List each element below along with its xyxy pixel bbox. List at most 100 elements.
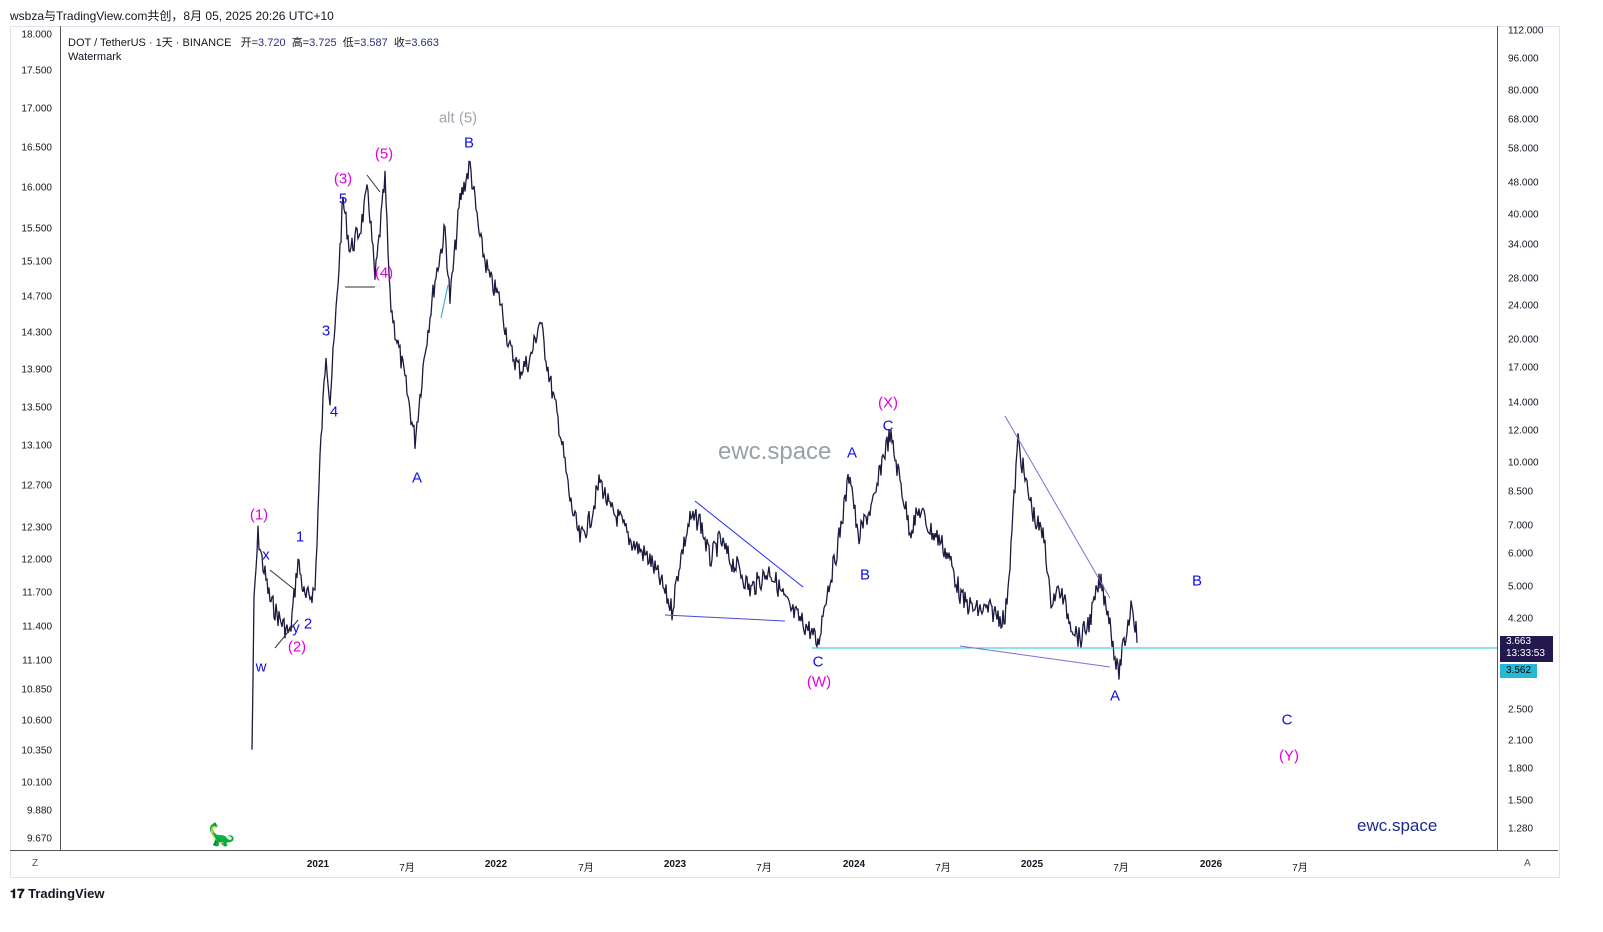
right-axis-tick: 4.200 bbox=[1508, 613, 1534, 625]
left-price-axis[interactable]: 18.000 17.500 17.000 16.500 16.000 15.500 15.1… bbox=[10, 26, 61, 850]
tv-logo-icon: 𝟏𝟕 bbox=[10, 886, 25, 901]
right-axis-tick: 40.000 bbox=[1508, 209, 1539, 221]
left-axis-tick: 18.000 bbox=[21, 29, 52, 41]
time-axis-tick: 7月 bbox=[1113, 863, 1129, 874]
time-axis-tick: 7月 bbox=[756, 863, 772, 874]
left-axis-tick: 9.670 bbox=[26, 833, 52, 845]
trend-line bbox=[664, 614, 786, 622]
left-axis-tick: 13.500 bbox=[21, 402, 52, 414]
wave-label[interactable]: 4 bbox=[329, 403, 339, 421]
time-axis-tick: 2021 bbox=[306, 859, 330, 870]
left-axis-tick: 16.500 bbox=[21, 142, 52, 154]
left-axis-tick: 15.500 bbox=[21, 223, 52, 235]
trend-line bbox=[440, 284, 449, 319]
wave-label[interactable]: 3 bbox=[321, 322, 331, 340]
right-axis-tick: 1.800 bbox=[1508, 763, 1534, 775]
wave-label[interactable]: 1 bbox=[295, 528, 305, 546]
wave-label[interactable]: B bbox=[463, 134, 475, 152]
right-axis-tick: 28.000 bbox=[1508, 273, 1539, 285]
left-axis-tick: 11.700 bbox=[22, 587, 52, 599]
left-axis-tick: 13.900 bbox=[21, 364, 52, 376]
time-axis-tick: 2023 bbox=[663, 859, 687, 870]
last-price: 3.663 bbox=[1506, 636, 1532, 647]
left-axis-tick: 10.100 bbox=[21, 777, 52, 789]
dinosaur-icon[interactable]: 🦕 bbox=[208, 822, 236, 847]
open-label: 开= bbox=[240, 37, 259, 49]
left-axis-tick: 11.400 bbox=[22, 621, 52, 633]
right-axis-tick: 5.000 bbox=[1508, 581, 1534, 593]
wave-label[interactable]: 5 bbox=[338, 190, 348, 208]
right-axis-tick: 112.000 bbox=[1508, 25, 1544, 37]
last-price-tag: 3.663 13:33:53 bbox=[1500, 636, 1553, 662]
right-axis-tick: 58.000 bbox=[1508, 143, 1539, 155]
wave-label[interactable]: A bbox=[1109, 687, 1121, 705]
right-axis-tick: 1.500 bbox=[1508, 795, 1534, 807]
low-value: 3.587 bbox=[360, 37, 388, 49]
right-axis-tick: 1.280 bbox=[1508, 823, 1534, 835]
close-value: 3.663 bbox=[411, 37, 439, 49]
time-axis[interactable]: 2021 7月 2022 7月 2023 7月 2024 7月 2025 7月 2026 7月 bbox=[10, 850, 1558, 877]
wave-label[interactable]: A bbox=[411, 469, 423, 487]
open-value: 3.720 bbox=[258, 37, 286, 49]
left-axis-tick: 10.350 bbox=[21, 745, 52, 757]
wave-label[interactable]: (2) bbox=[287, 638, 307, 656]
left-axis-tick: 17.000 bbox=[21, 103, 52, 115]
wave-label[interactable]: C bbox=[812, 653, 824, 671]
wave-label[interactable]: x bbox=[262, 546, 270, 564]
wave-label[interactable]: (1) bbox=[249, 506, 269, 524]
wave-label[interactable]: w bbox=[255, 658, 267, 676]
wave-label[interactable]: alt (5) bbox=[438, 109, 478, 127]
close-label: 收= bbox=[393, 37, 412, 49]
symbol-legend: DOT / TetherUS · 1天 · BINANCE 开=3.720 高=… bbox=[68, 34, 439, 50]
high-value: 3.725 bbox=[309, 37, 337, 49]
wave-label[interactable]: (X) bbox=[878, 394, 898, 412]
auto-scale-toggle[interactable]: A bbox=[1524, 858, 1531, 869]
wave-label[interactable]: (W) bbox=[806, 673, 832, 691]
right-axis-tick: 6.000 bbox=[1508, 548, 1534, 560]
left-axis-tick: 12.700 bbox=[21, 480, 52, 492]
wave-label[interactable]: (3) bbox=[333, 170, 353, 188]
high-label: 高= bbox=[291, 37, 310, 49]
right-axis-tick: 34.000 bbox=[1508, 239, 1539, 251]
right-axis-tick: 24.000 bbox=[1508, 300, 1539, 312]
right-axis-tick: 48.000 bbox=[1508, 177, 1539, 189]
right-axis-tick: 7.000 bbox=[1508, 520, 1534, 532]
time-axis-tick: 2026 bbox=[1199, 859, 1223, 870]
trend-line bbox=[274, 619, 299, 649]
right-axis-tick: 10.000 bbox=[1508, 457, 1539, 469]
wave-label[interactable]: C bbox=[1281, 711, 1293, 729]
wave-label[interactable]: A bbox=[846, 444, 858, 462]
wave-label[interactable]: 2 bbox=[303, 615, 313, 633]
wave-label[interactable]: B bbox=[859, 566, 871, 584]
wave-label[interactable]: (4) bbox=[374, 264, 394, 282]
log-scale-toggle-left[interactable]: Z bbox=[32, 858, 39, 869]
time-axis-tick: 7月 bbox=[578, 863, 594, 874]
left-axis-tick: 10.600 bbox=[21, 715, 52, 727]
left-axis-tick: 17.500 bbox=[21, 65, 52, 77]
chart-title: wsbza与TradingView.com共创，8月 05, 2025 20:2… bbox=[10, 9, 334, 23]
wave-label[interactable]: (Y) bbox=[1279, 747, 1299, 765]
trend-line bbox=[959, 645, 1111, 668]
right-axis-tick: 2.500 bbox=[1508, 704, 1534, 716]
time-axis-tick: 7月 bbox=[935, 863, 951, 874]
wave-label[interactable]: B bbox=[1191, 572, 1203, 590]
bottom-watermark: ewc.space bbox=[1357, 816, 1438, 835]
left-axis-tick: 12.300 bbox=[21, 522, 52, 534]
left-axis-tick: 14.300 bbox=[21, 327, 52, 339]
left-axis-tick: 9.880 bbox=[26, 805, 52, 817]
right-axis-tick: 14.000 bbox=[1508, 397, 1539, 409]
time-axis-tick: 7月 bbox=[399, 863, 415, 874]
wave-label[interactable]: C bbox=[882, 417, 894, 435]
wave-label[interactable]: y bbox=[292, 619, 300, 637]
left-axis-tick: 13.100 bbox=[21, 440, 52, 452]
symbol-name[interactable]: DOT / TetherUS · 1天 · BINANCE bbox=[68, 37, 232, 49]
trend-line bbox=[269, 569, 296, 591]
left-axis-tick: 12.000 bbox=[21, 554, 52, 566]
right-price-axis[interactable]: 112.000 96.000 80.000 68.000 58.000 48.000 40.… bbox=[1497, 26, 1559, 850]
right-axis-tick: 68.000 bbox=[1508, 114, 1539, 126]
price-candles bbox=[251, 160, 1138, 750]
wave-label[interactable]: (5) bbox=[374, 145, 394, 163]
center-watermark: ewc.space bbox=[718, 438, 832, 465]
right-axis-tick: 8.500 bbox=[1508, 486, 1534, 498]
